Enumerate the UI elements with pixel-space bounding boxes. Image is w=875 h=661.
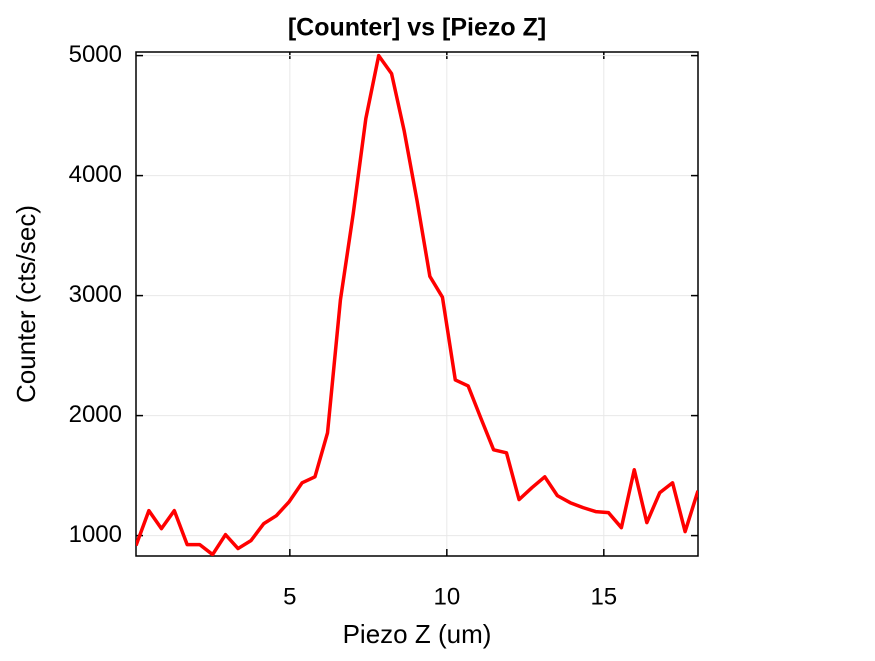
- y-tick-label: 4000: [69, 161, 122, 188]
- y-tick-label: 1000: [69, 521, 122, 548]
- chart-title: [Counter] vs [Piezo Z]: [288, 14, 546, 42]
- y-tick-label: 5000: [69, 41, 122, 68]
- x-axis-label: Piezo Z (um): [343, 619, 492, 649]
- x-tick-label: 5: [283, 583, 296, 610]
- y-tick-label: 3000: [69, 281, 122, 308]
- data-line: [136, 53, 698, 556]
- y-axis-label: Counter (cts/sec): [11, 205, 41, 403]
- axes-box: [135, 51, 699, 557]
- x-tick-label: 15: [590, 583, 617, 610]
- x-tick-label: 10: [433, 583, 460, 610]
- y-tick-label: 2000: [69, 401, 122, 428]
